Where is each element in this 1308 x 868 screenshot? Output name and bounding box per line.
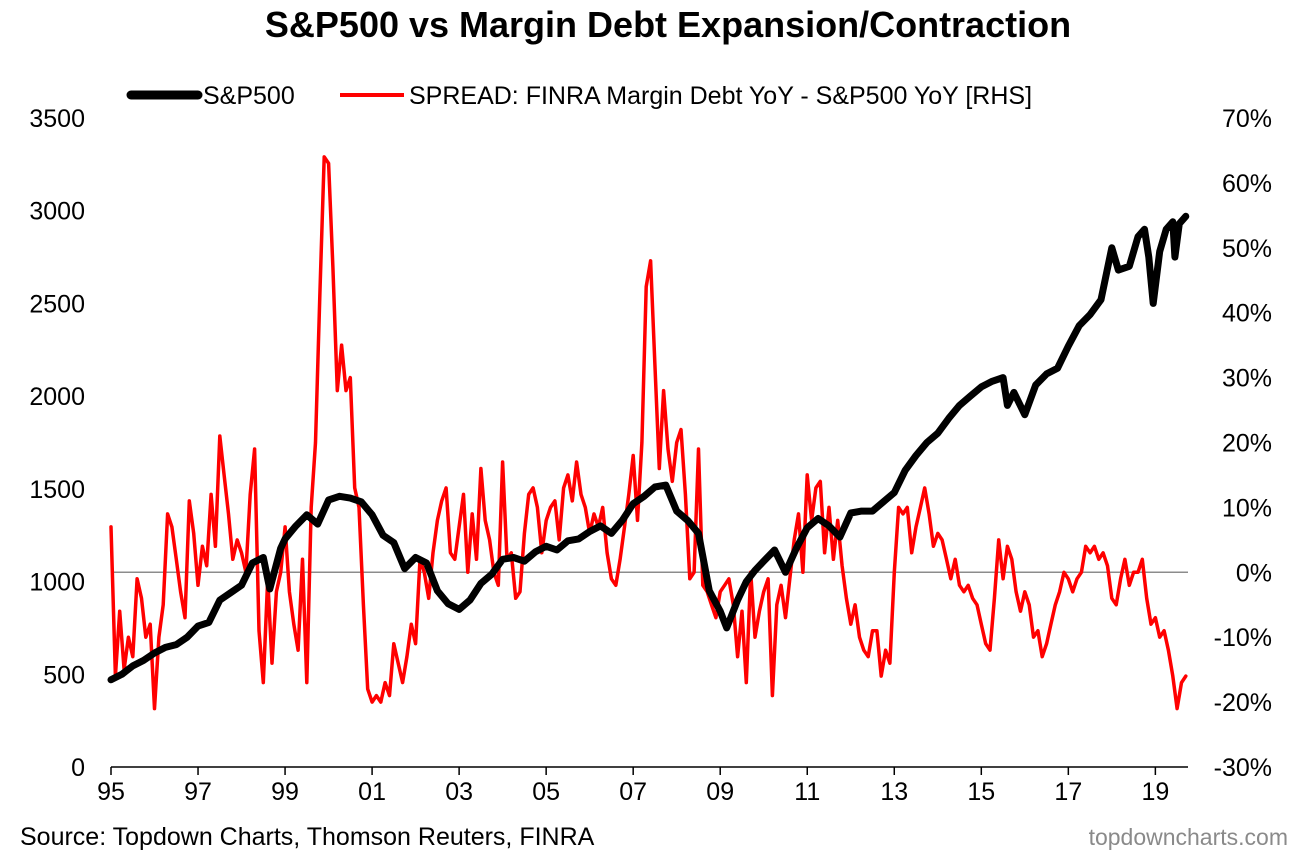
legend-label-sp500: S&P500: [203, 82, 295, 110]
x-tick-label: 19: [1141, 778, 1169, 806]
x-axis-ticks: 95 97 99 01 03 05 07 09 11 13 15 17 19: [97, 767, 1169, 806]
chart-title: S&P500 vs Margin Debt Expansion/Contract…: [265, 4, 1071, 45]
left-axis-ticks: 0 500 1000 1500 2000 2500 3000 3500: [29, 105, 85, 782]
left-tick-label: 500: [43, 661, 85, 689]
left-tick-label: 2500: [29, 290, 85, 318]
right-tick-label: 50%: [1222, 235, 1272, 263]
left-tick-label: 3500: [29, 105, 85, 133]
x-tick-label: 05: [532, 778, 560, 806]
right-tick-label: 0%: [1236, 559, 1272, 587]
legend-label-spread: SPREAD: FINRA Margin Debt YoY - S&P500 Y…: [409, 82, 1032, 110]
left-tick-label: 0: [71, 754, 85, 782]
right-tick-label: -30%: [1214, 754, 1272, 782]
left-tick-label: 1000: [29, 569, 85, 597]
x-tick-label: 01: [358, 778, 386, 806]
x-tick-label: 95: [97, 778, 125, 806]
series-line-sp500: [107, 212, 1190, 684]
right-tick-label: -20%: [1214, 689, 1272, 717]
right-axis-ticks: -30% -20% -10% 0% 10% 20% 30% 40% 50% 60% 70%: [1214, 105, 1272, 782]
x-tick-label: 07: [619, 778, 647, 806]
x-tick-label: 11: [794, 778, 820, 806]
series-line-spread: [109, 155, 1188, 711]
left-tick-label: 1500: [29, 476, 85, 504]
source-note: Source: Topdown Charts, Thomson Reuters,…: [20, 823, 595, 851]
x-tick-label: 97: [184, 778, 212, 806]
right-tick-label: -10%: [1214, 624, 1272, 652]
right-tick-label: 10%: [1222, 494, 1272, 522]
right-tick-label: 60%: [1222, 170, 1272, 198]
x-tick-label: 09: [706, 778, 734, 806]
x-tick-label: 17: [1054, 778, 1082, 806]
right-tick-label: 70%: [1222, 105, 1272, 133]
x-tick-label: 99: [271, 778, 299, 806]
x-tick-label: 03: [445, 778, 473, 806]
left-tick-label: 2000: [29, 383, 85, 411]
x-tick-label: 13: [880, 778, 908, 806]
legend: S&P500 SPREAD: FINRA Margin Debt YoY - S…: [126, 82, 1032, 110]
right-tick-label: 20%: [1222, 430, 1272, 458]
right-tick-label: 30%: [1222, 365, 1272, 393]
watermark: topdowncharts.com: [1089, 824, 1288, 850]
x-tick-label: 15: [967, 778, 995, 806]
right-tick-label: 40%: [1222, 300, 1272, 328]
left-tick-label: 3000: [29, 198, 85, 226]
